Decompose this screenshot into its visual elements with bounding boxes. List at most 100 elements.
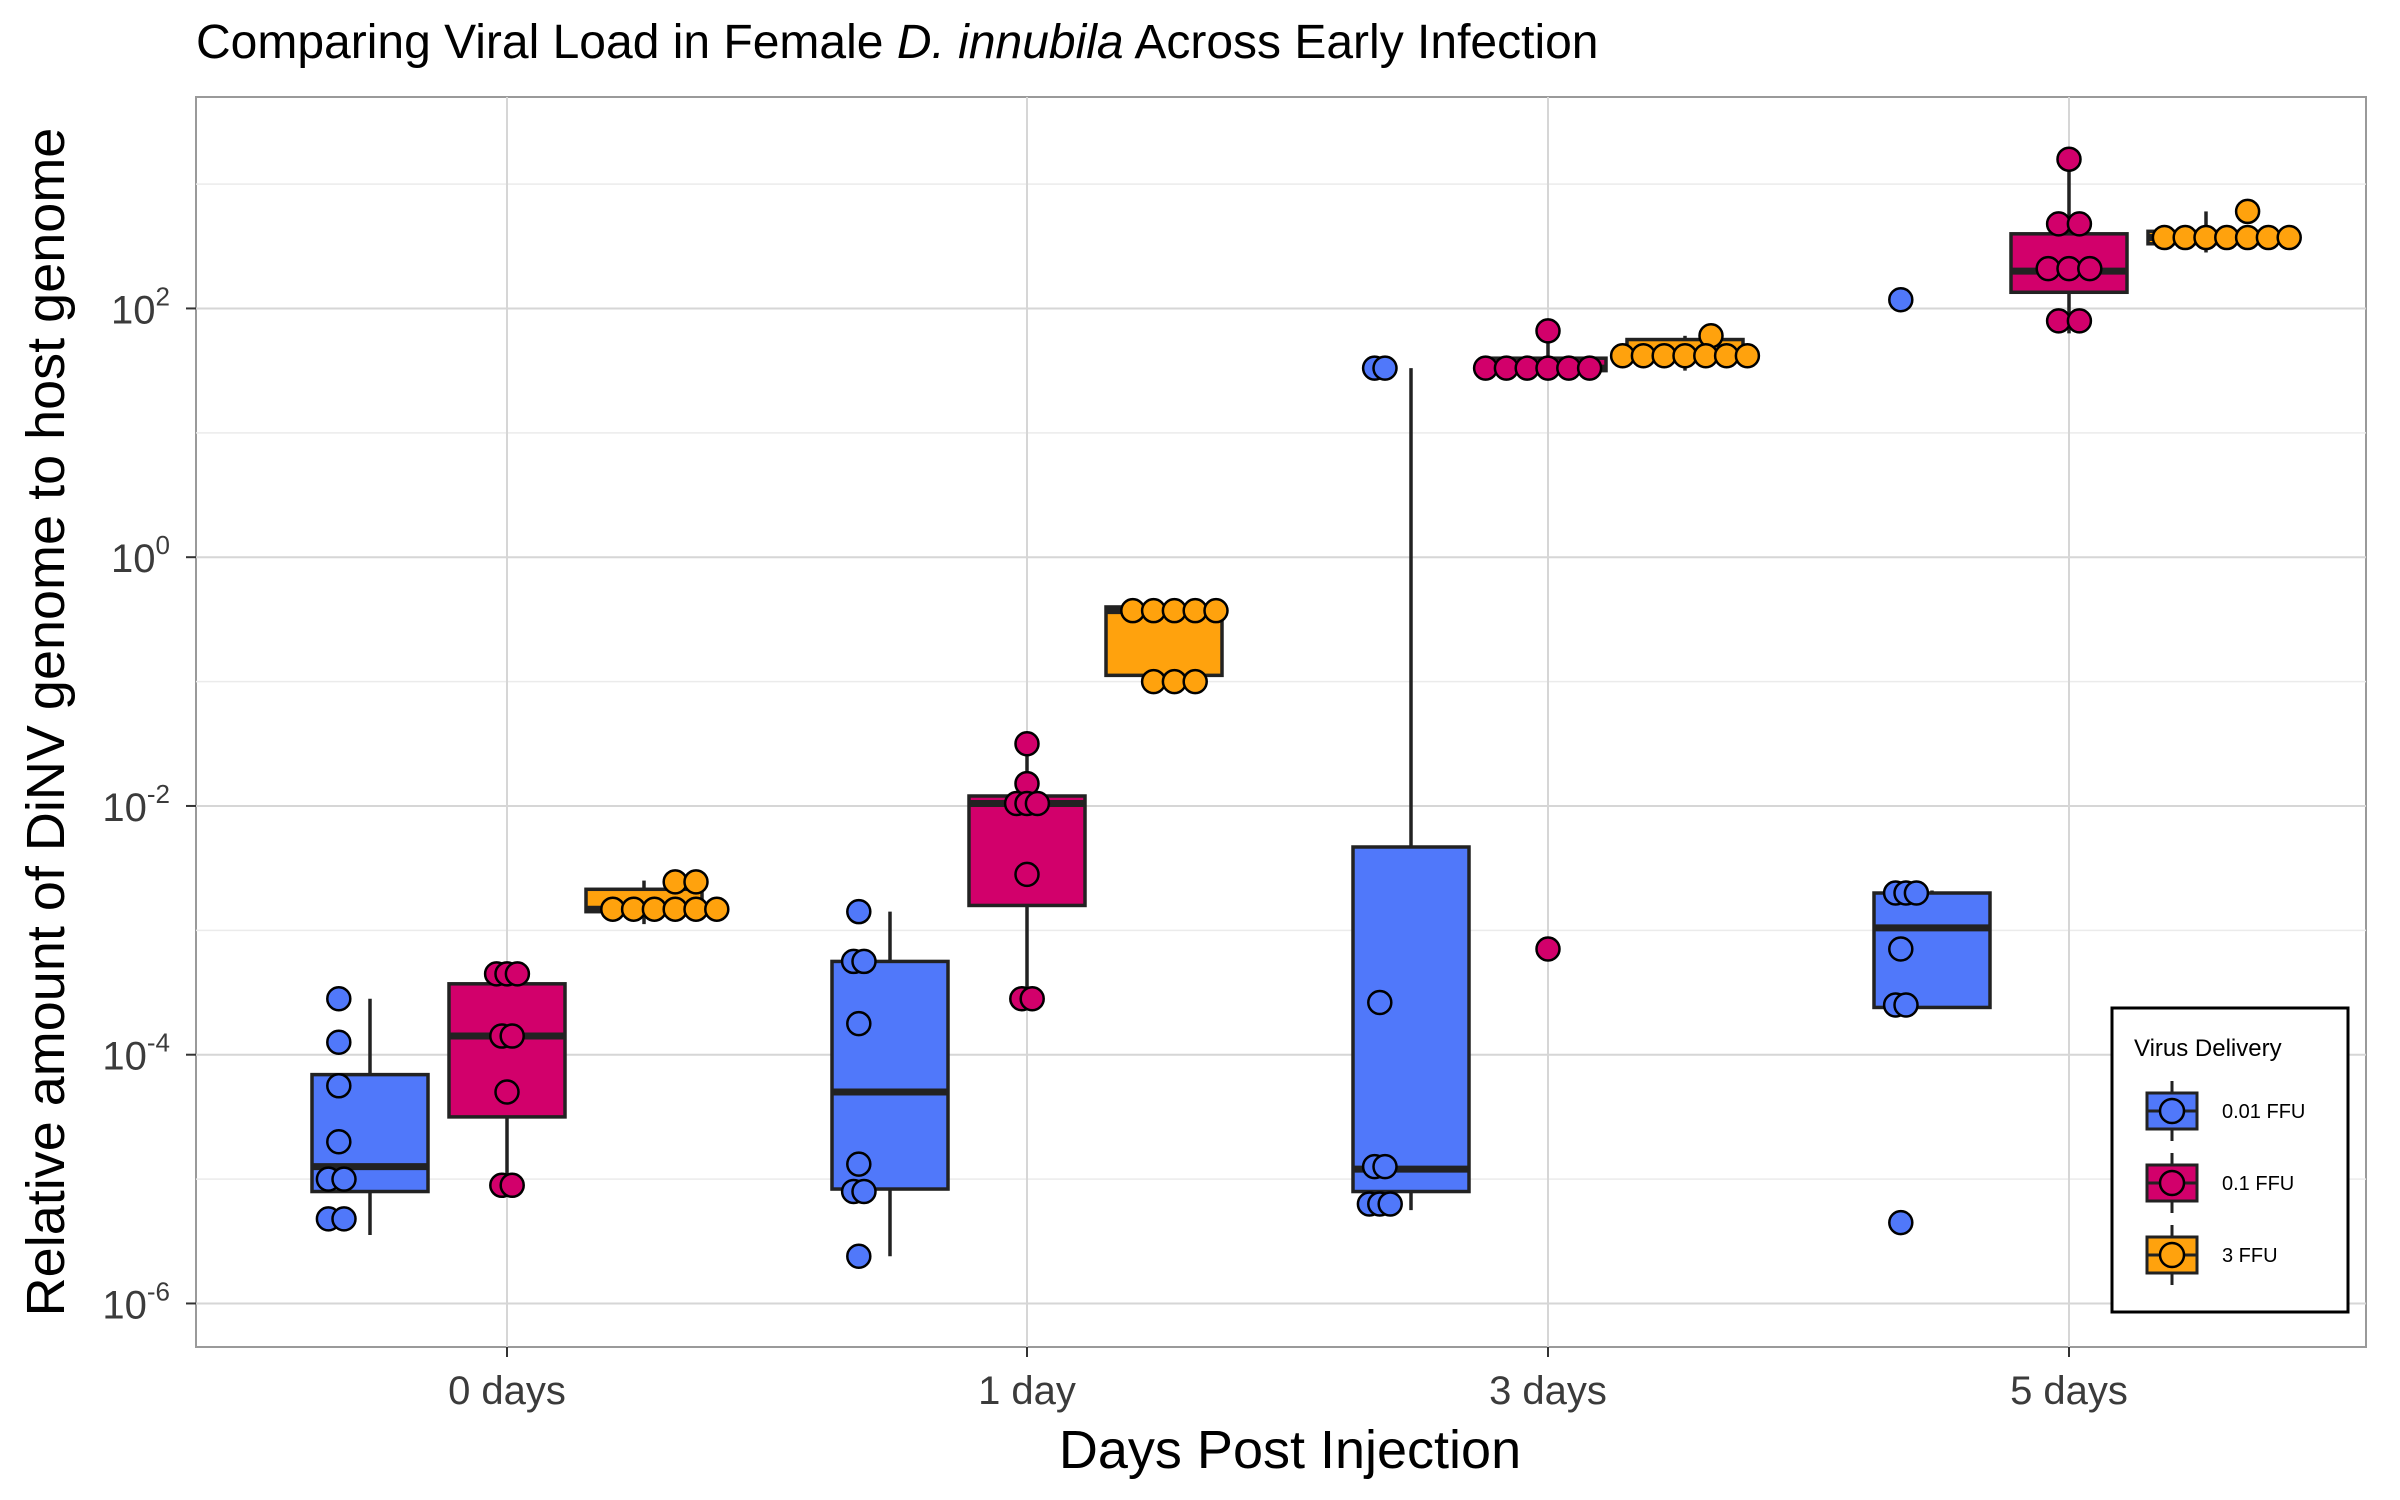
box-group-0-1-ffu (447, 961, 567, 1199)
y-tick-exponent: -6 (147, 1276, 170, 1306)
legend-key-point (2158, 1097, 2186, 1125)
y-tick-label: 10-4 (102, 1028, 170, 1079)
box-group-0-1-ffu (2009, 146, 2129, 334)
x-tick-label: 0 days (448, 1369, 566, 1413)
data-point (1576, 355, 1603, 381)
chart-title-prefix: Comparing Viral Load in Female (196, 16, 897, 69)
legend-item: 0.01 FFU (2145, 1081, 2305, 1141)
x-axis-title: Days Post Injection (1059, 1420, 1521, 1480)
y-tick-exponent: 2 (156, 281, 170, 311)
y-tick-exponent: 0 (156, 530, 170, 560)
data-point (2066, 211, 2093, 237)
box-iqr (830, 959, 950, 1191)
data-point (846, 1010, 872, 1037)
x-tick-label: 1 day (978, 1369, 1076, 1413)
box-group-3-ffu (1104, 597, 1229, 695)
data-point (2077, 255, 2103, 282)
data-point (331, 1166, 357, 1192)
data-point (1888, 936, 1914, 962)
data-point (499, 1172, 525, 1199)
y-tick-base: 10 (111, 537, 156, 581)
data-point (1893, 992, 1919, 1018)
chart-marks (310, 146, 2302, 1269)
box-group-0-01-ffu (1872, 286, 1992, 1236)
chart-title-suffix: Across Early Infection (1124, 16, 1599, 69)
data-point (1019, 985, 1045, 1012)
data-point (1903, 880, 1930, 906)
y-tick-label: 10-6 (102, 1276, 170, 1327)
box-iqr (1351, 845, 1471, 1194)
box-group-0-01-ffu (830, 898, 950, 1269)
y-tick-base: 10 (102, 1283, 147, 1327)
x-tick-label: 5 days (2010, 1369, 2128, 1413)
data-point (1734, 342, 1761, 369)
box-group-0-01-ffu (310, 985, 430, 1236)
chart-title-italic: D. innubila (897, 16, 1124, 69)
y-tick-exponent: -4 (147, 1028, 170, 1058)
data-point (326, 1129, 352, 1155)
data-point (2234, 198, 2261, 225)
legend-items: 0.01 FFU 0.1 FFU 3 FFU (2145, 1081, 2305, 1285)
data-point (504, 961, 531, 987)
box-group-0-01-ffu (1351, 355, 1471, 1217)
box-group-0-1-ffu (967, 731, 1087, 1012)
legend-item: 0.1 FFU (2145, 1153, 2294, 1213)
data-point (499, 1023, 525, 1049)
box-group-3-ffu (584, 869, 730, 925)
legend-key-point (2158, 1169, 2186, 1197)
legend-label: 0.01 FFU (2222, 1101, 2305, 1123)
legend-item: 3 FFU (2145, 1225, 2278, 1285)
data-point (1377, 1191, 1403, 1217)
data-point (1888, 1209, 1914, 1236)
legend-label: 3 FFU (2222, 1245, 2278, 1267)
y-tick-base: 10 (102, 1035, 147, 1079)
data-point (851, 948, 877, 975)
data-point (704, 896, 730, 922)
data-point (1535, 936, 1561, 962)
data-point (846, 898, 872, 925)
data-point (846, 1151, 872, 1177)
data-point (683, 869, 709, 895)
data-point (851, 1178, 877, 1205)
data-point (494, 1079, 520, 1105)
y-tick-exponent: -2 (147, 779, 170, 809)
data-point (620, 896, 647, 922)
y-tick-base: 10 (102, 786, 147, 830)
data-point (1372, 1153, 1398, 1180)
box-group-3-ffu (2146, 198, 2302, 253)
plot-panel (195, 96, 2367, 1348)
data-point (1014, 731, 1040, 757)
box-group-3-ffu (1609, 323, 1761, 371)
y-tick-label: 100 (111, 530, 170, 581)
data-point (2276, 224, 2302, 251)
legend: Virus Delivery 0.01 FFU 0.1 FFU 3 FFU (2110, 1006, 2350, 1314)
x-axis-ticks: 0 days 1 day 3 days 5 days (448, 1347, 2128, 1413)
data-point (1372, 355, 1398, 381)
data-point (326, 1029, 352, 1056)
data-point (1182, 668, 1208, 695)
data-point (846, 1243, 872, 1269)
data-point (1535, 318, 1561, 344)
x-tick-label: 3 days (1489, 1369, 1607, 1413)
data-point (2066, 308, 2093, 334)
y-axis-title: Relative amount of DiNV genome to host g… (16, 128, 76, 1317)
y-tick-label: 102 (111, 281, 170, 332)
chart-title: Comparing Viral Load in Female D. innubi… (196, 16, 1599, 69)
y-tick-base: 10 (111, 288, 156, 332)
data-point (2056, 146, 2082, 172)
legend-label: 0.1 FFU (2222, 1173, 2294, 1195)
data-point (1014, 861, 1040, 888)
box-group-0-1-ffu (1472, 318, 1608, 962)
data-point (1367, 989, 1393, 1016)
data-point (1203, 597, 1229, 624)
y-tick-label: 10-2 (102, 779, 170, 830)
data-point (1888, 286, 1914, 313)
legend-key-point (2158, 1241, 2186, 1269)
legend-title: Virus Delivery (2134, 1035, 2282, 1062)
data-point (326, 985, 352, 1012)
data-point (326, 1073, 352, 1099)
data-point (331, 1206, 357, 1232)
data-point (1024, 790, 1051, 817)
